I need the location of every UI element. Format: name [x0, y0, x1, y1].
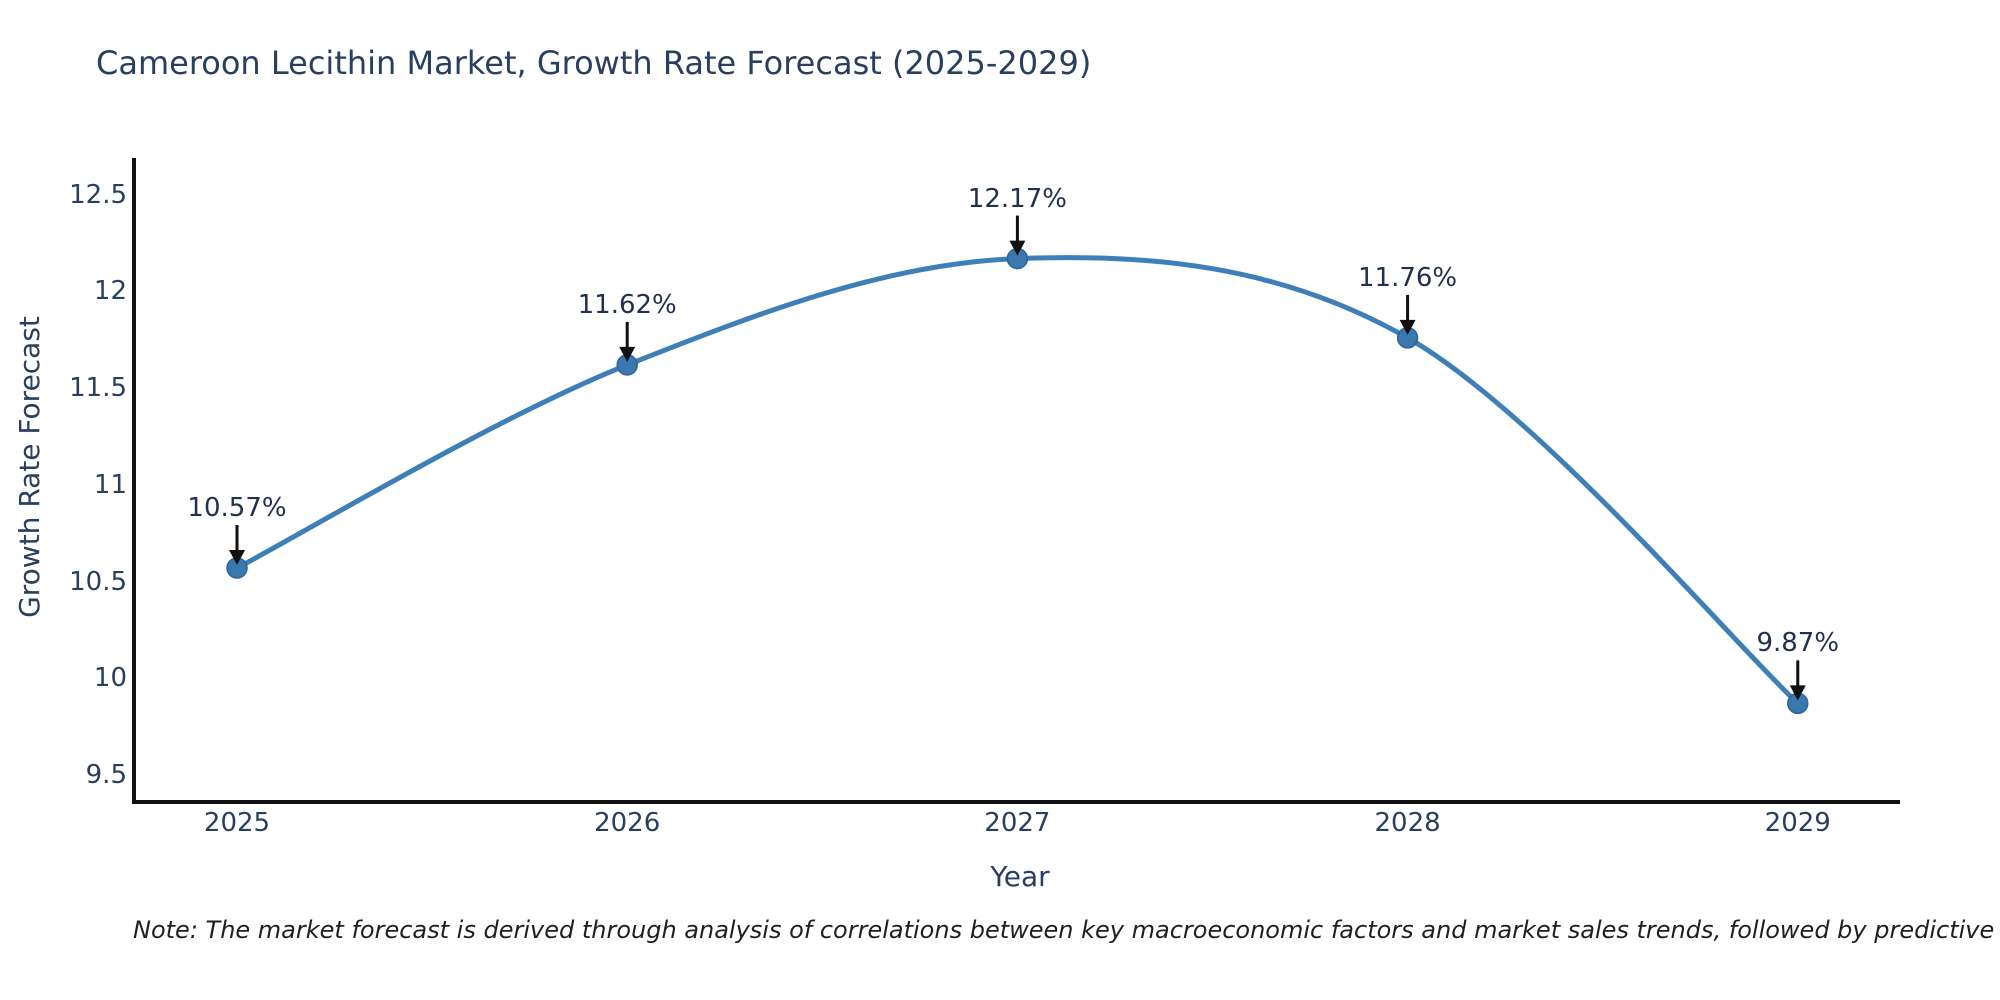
- x-tick-label: 2029: [1764, 808, 1831, 838]
- y-tick-label: 10: [93, 663, 127, 694]
- annotation-arrowhead: [1009, 240, 1026, 256]
- data-label: 12.17%: [967, 183, 1067, 214]
- y-tick-label: 12: [93, 276, 127, 307]
- y-tick-label: 9.5: [85, 759, 127, 790]
- y-tick-label: 11.5: [69, 373, 127, 404]
- x-tick-label: 2025: [203, 808, 271, 838]
- annotation-arrowhead: [1399, 319, 1416, 335]
- data-label: 11.62%: [577, 289, 677, 320]
- forecast-line: [234, 255, 1801, 706]
- x-axis-title: Year: [990, 860, 1050, 893]
- x-tick-label: 2028: [1374, 808, 1441, 838]
- annotation-arrowhead: [1789, 685, 1806, 701]
- y-axis-title: Growth Rate Forecast: [13, 316, 46, 618]
- chart-title: Cameroon Lecithin Market, Growth Rate Fo…: [96, 44, 1092, 82]
- data-label: 10.57%: [187, 492, 287, 523]
- y-tick-label: 12.5: [69, 179, 127, 210]
- data-label: 11.76%: [1358, 262, 1458, 293]
- x-tick-label: 2027: [984, 808, 1051, 838]
- footnote: Note: The market forecast is derived thr…: [133, 916, 2000, 944]
- x-tick-label: 2026: [594, 808, 661, 838]
- annotation-arrowhead: [619, 346, 636, 362]
- y-tick-label: 10.5: [69, 566, 127, 597]
- y-tick-label: 11: [93, 469, 127, 500]
- annotation-arrowhead: [229, 549, 246, 565]
- data-label: 9.87%: [1756, 628, 1840, 659]
